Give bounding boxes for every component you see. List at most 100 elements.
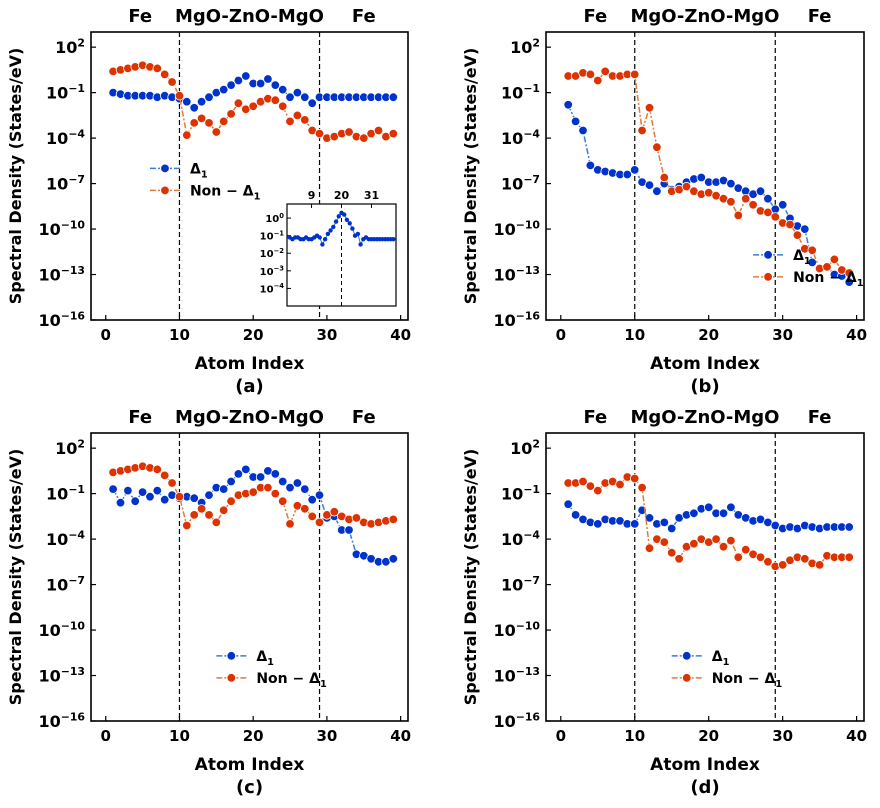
inset-y-tick-label: 10−1 [260,229,285,242]
data-point-non-delta [307,511,317,522]
data-point-delta [270,469,281,479]
data-point-delta [585,160,596,171]
legend-label-delta: Δ1 [793,248,811,267]
data-point-delta [563,100,573,110]
data-point-delta [726,502,736,513]
data-point-non-delta [585,481,596,491]
data-point-non-delta [226,109,236,119]
data-point-non-delta [329,507,340,517]
data-point-delta [763,193,773,204]
y-axis-label: Spectral Density (States/eV) [6,48,25,305]
inset-data-point [347,221,352,226]
layer-label-fe-left: Fe [128,6,152,27]
legend-label-delta: Δ1 [256,649,274,668]
data-point-non-delta [807,245,817,256]
legend: Δ1 Non − Δ1 [149,161,261,203]
data-point-non-delta [844,268,854,278]
data-point-non-delta [600,66,610,77]
y-tick-label: 10−7 [46,173,85,194]
y-tick-label: 102 [510,437,540,458]
inset-data-point [336,214,341,219]
data-point-non-delta [159,470,170,481]
data-point-delta [570,116,581,127]
legend-label-delta: Δ1 [712,649,730,668]
data-point-non-delta [674,554,684,564]
data-point-delta [300,484,310,494]
y-axis-label: Spectral Density (States/eV) [6,449,25,706]
legend-marker-delta [160,163,170,174]
x-tick-label: 20 [698,326,719,344]
data-point-delta [844,522,854,532]
data-point-non-delta [748,200,758,210]
inset-data-point [328,228,333,233]
data-point-non-delta [630,69,640,80]
inset-data-point [333,219,339,224]
data-point-non-delta [388,514,399,525]
data-point-non-delta [152,464,163,475]
legend: Δ1 Non − Δ1 [216,649,327,690]
data-point-non-delta [211,127,222,137]
data-point-delta [622,169,633,180]
data-point-delta [182,96,192,107]
data-point-non-delta [189,510,199,520]
data-point-delta [152,485,163,496]
panel-label: (a) [235,376,264,397]
y-tick-label: 102 [55,437,85,458]
data-point-delta [726,178,736,189]
data-point-delta [644,513,655,523]
data-point-delta [630,165,640,175]
data-point-delta [563,499,573,509]
inset-x-tick-label: 31 [364,189,379,202]
y-tick-label: 10−4 [46,127,85,148]
data-point-delta [755,186,766,196]
data-point-non-delta [388,128,399,139]
data-point-non-delta [204,118,214,128]
inset-data-point [355,231,361,237]
data-point-non-delta [182,130,192,140]
inset-y-tick-label: 100 [265,212,284,225]
data-point-non-delta [652,142,662,152]
layer-label-fe-left: Fe [128,407,152,428]
x-tick-label: 10 [624,727,645,745]
data-point-non-delta [778,560,788,570]
data-point-non-delta [218,505,229,516]
x-tick-label: 30 [772,326,793,344]
legend-label-non-delta: Non − Δ1 [256,671,327,690]
data-point-delta [130,496,140,506]
y-tick-label: 10−13 [493,665,540,686]
legend-label-non-delta: Non − Δ1 [190,183,261,202]
data-point-non-delta [344,127,354,137]
y-tick-label: 10−16 [493,309,540,330]
data-point-delta [270,80,281,90]
legend-label-non-delta: Non − Δ1 [793,270,864,289]
x-axis-label: Atom Index [650,354,760,374]
data-point-delta [115,498,126,508]
x-tick-label: 30 [772,727,793,745]
y-tick-label: 10−13 [38,264,85,285]
data-point-non-delta [770,212,781,222]
data-point-non-delta [263,482,273,493]
axes-frame [90,31,409,321]
x-axis-label: Atom Index [195,354,305,374]
data-point-delta [108,484,118,494]
data-point-non-delta [578,476,588,487]
axes-frame [545,31,865,321]
axes-frame [545,432,865,722]
data-point-delta [307,495,317,505]
data-point-non-delta [314,517,325,528]
x-axis-label: Atom Index [195,755,305,775]
inset-x-tick-label: 20 [334,189,350,202]
legend-marker-non-delta [160,185,170,196]
data-point-non-delta [659,172,670,183]
x-tick-label: 20 [698,727,719,745]
x-tick-label: 40 [846,727,867,745]
data-point-delta [285,482,295,493]
inset-y-tick-label: 10−2 [260,247,285,260]
y-tick-label: 10−13 [38,665,85,686]
data-point-delta [314,490,325,500]
data-point-non-delta [726,535,736,546]
legend: Δ1 Non − Δ1 [671,649,782,690]
data-point-non-delta [167,478,177,488]
data-point-non-delta [792,230,803,240]
data-point-delta [233,75,244,86]
